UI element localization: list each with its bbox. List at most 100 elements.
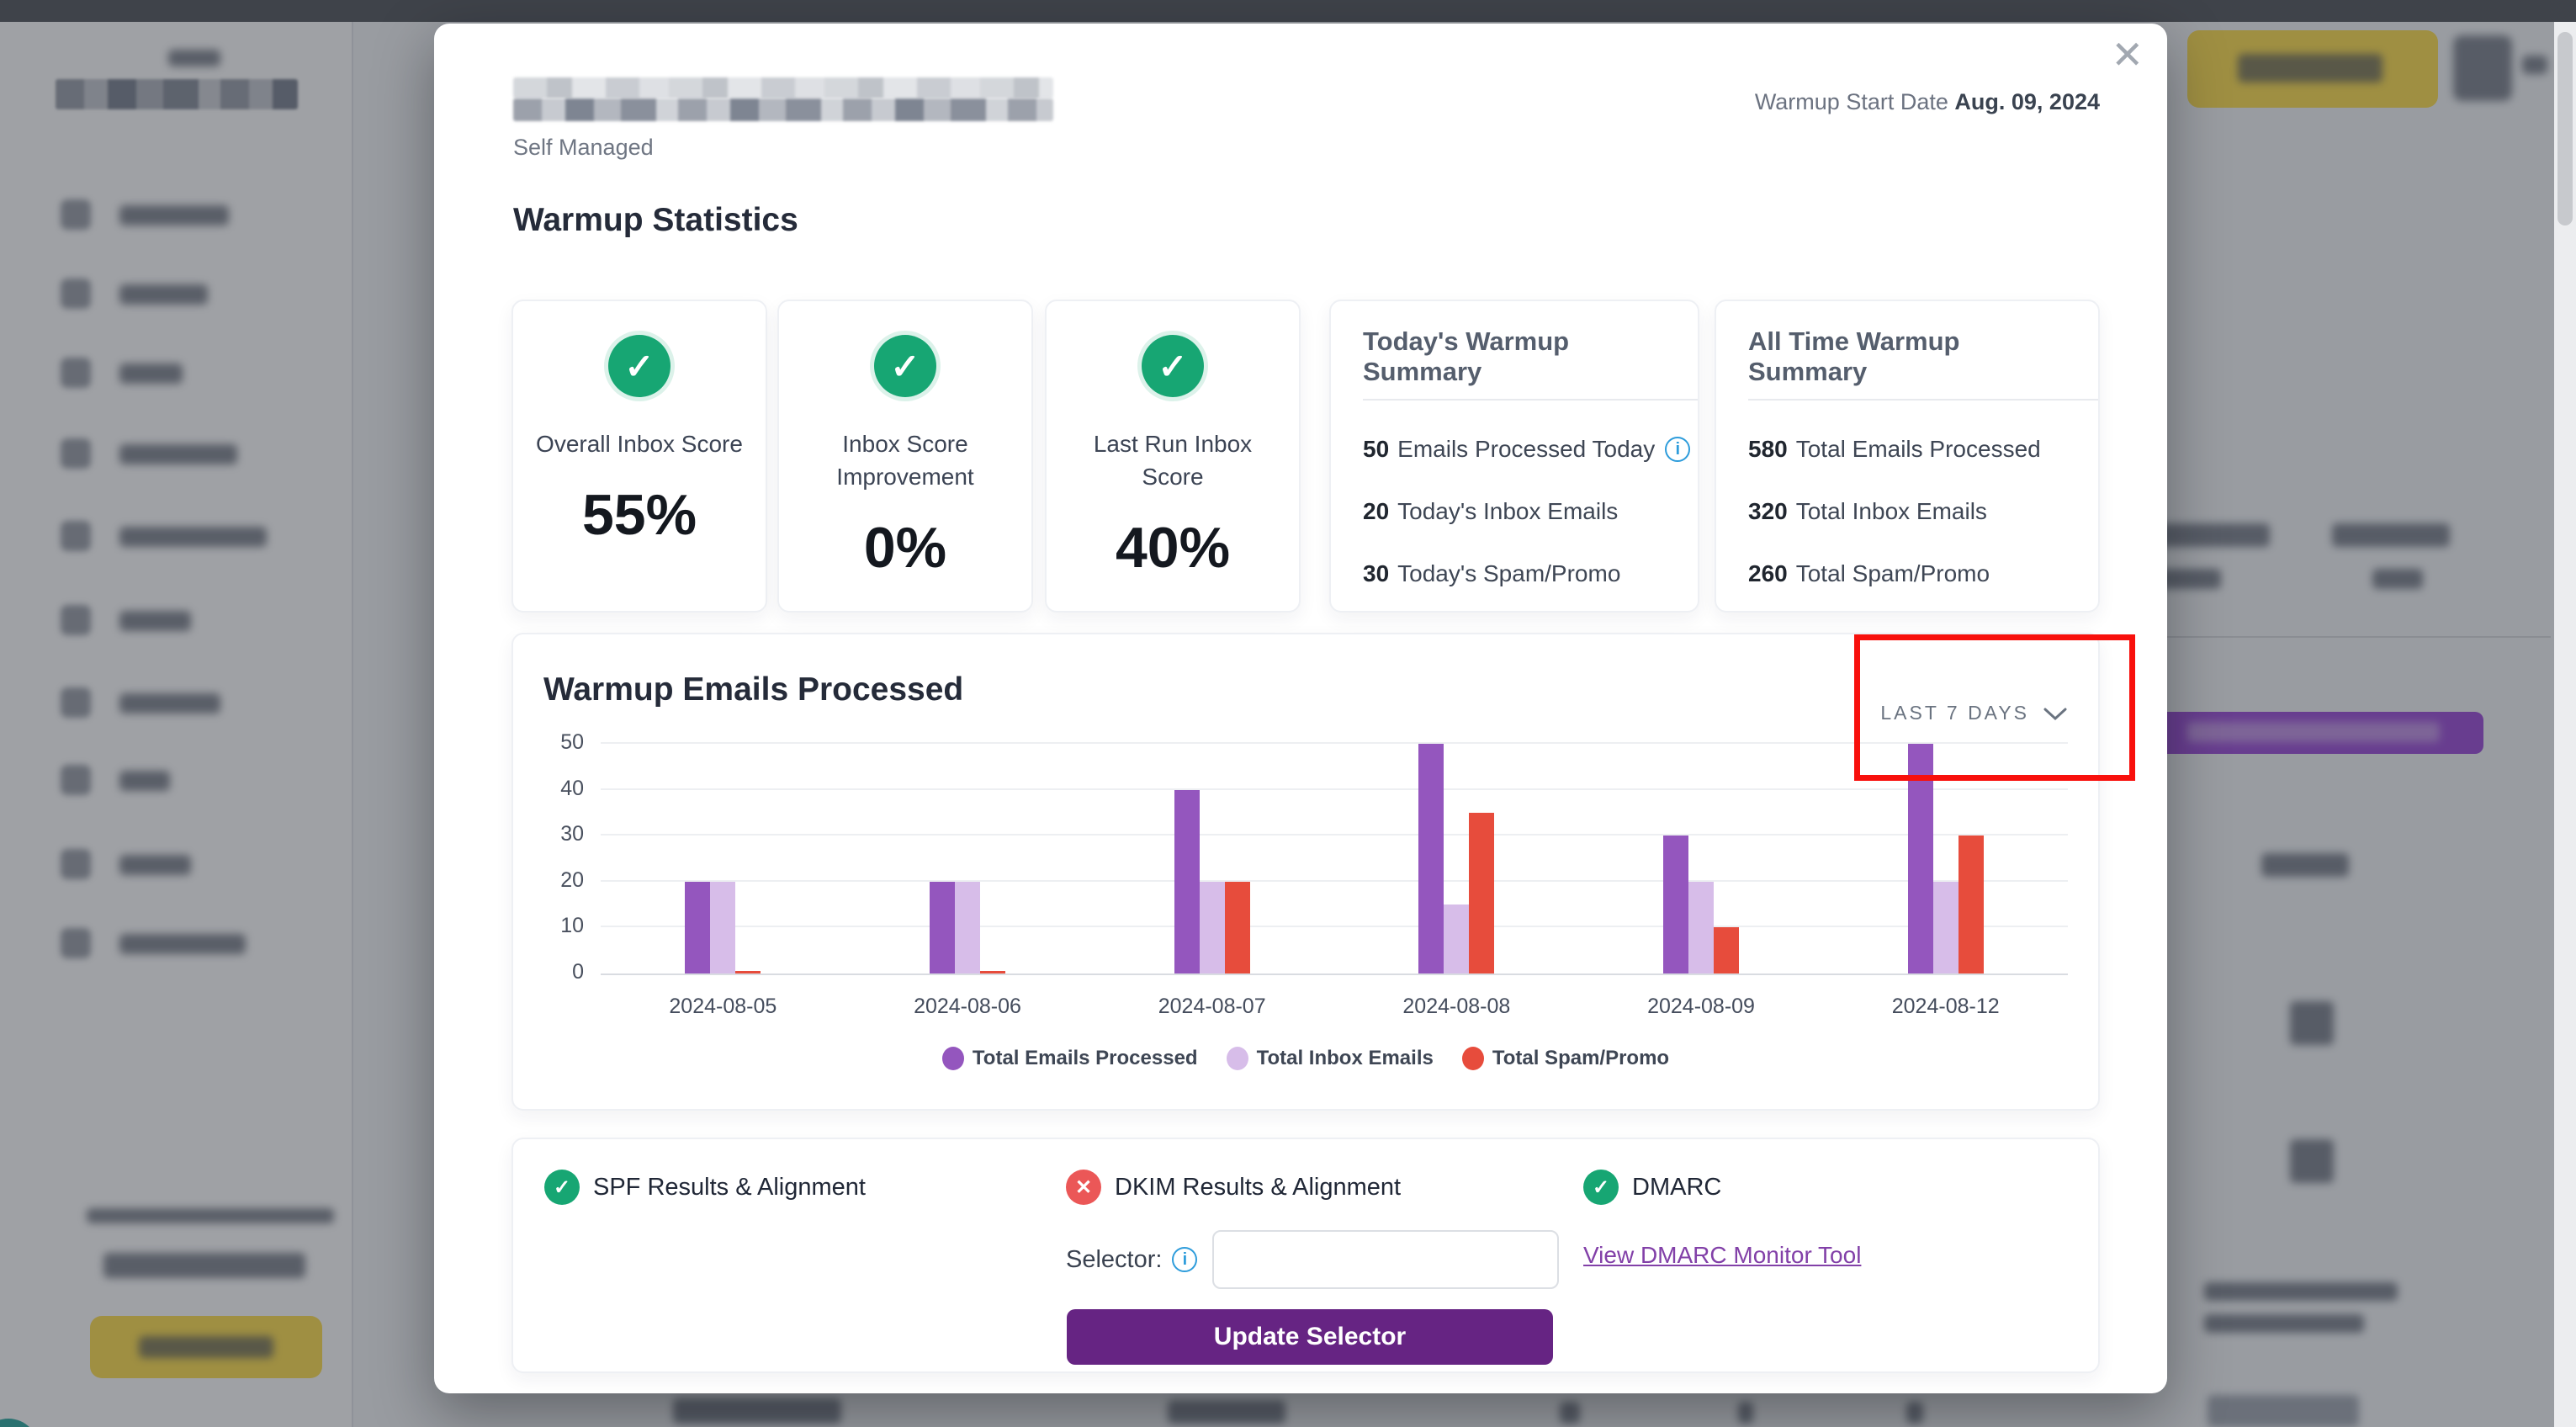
summary-title: All Time Warmup Summary — [1748, 326, 2098, 401]
info-icon[interactable]: i — [1172, 1247, 1198, 1272]
bar[interactable] — [980, 971, 1005, 973]
bar[interactable] — [1958, 836, 1984, 973]
chart-bars — [601, 744, 2068, 973]
chart-y-tick-label: 10 — [560, 914, 584, 938]
brand-logo-redacted — [56, 79, 298, 109]
check-circle-icon: ✓ — [544, 1170, 580, 1205]
selector-row: Selector: i — [1066, 1230, 1560, 1289]
bg-table-row-redacted — [1738, 1402, 1753, 1424]
sidebar-nav-item-redacted[interactable] — [0, 279, 353, 329]
sidebar-nav-item-redacted[interactable] — [0, 928, 353, 979]
bar-group-2024-08-09 — [1579, 744, 1824, 973]
warmup-statistics-modal: ✕ Self Managed Warmup Start Date Aug. 09… — [434, 24, 2167, 1393]
legend-item: Total Spam/Promo — [1461, 1047, 1669, 1070]
sidebar-promo-text-redacted — [87, 1208, 334, 1223]
bar-group-2024-08-12 — [1823, 744, 2068, 973]
sidebar-corner-graphic — [0, 1419, 39, 1427]
bar[interactable] — [1663, 836, 1689, 973]
page-scrollbar[interactable] — [2554, 22, 2576, 1427]
bg-table-row-redacted — [673, 1398, 841, 1424]
annotation-highlight-rect — [1854, 634, 2135, 781]
bar[interactable] — [1714, 927, 1740, 973]
account-subtitle: Self Managed — [513, 135, 654, 160]
bar[interactable] — [1199, 881, 1225, 973]
bar[interactable] — [1688, 881, 1715, 973]
sidebar-nav-item-redacted[interactable] — [0, 438, 353, 489]
chart-x-tick-label: 2024-08-05 — [669, 995, 777, 1018]
dkim-status: ✕ DKIM Results & Alignment — [1066, 1170, 1401, 1205]
bar[interactable] — [1932, 881, 1959, 973]
scrollbar-thumb[interactable] — [2557, 32, 2573, 225]
date-range-label: LAST 7 DAYS — [1880, 702, 2029, 724]
chart-x-labels: 2024-08-05 2024-08-06 2024-08-07 2024-08-08… — [601, 995, 2068, 1019]
sidebar-nav-item-redacted[interactable] — [0, 199, 353, 250]
user-avatar-redacted[interactable] — [2453, 35, 2512, 101]
selector-label: Selector: — [1066, 1245, 1163, 1273]
legend-marker-icon — [1226, 1047, 1248, 1070]
sidebar-nav-item-redacted[interactable] — [0, 358, 353, 408]
bg-row-button-redacted — [2208, 1395, 2359, 1427]
dmarc-monitor-link[interactable]: View DMARC Monitor Tool — [1583, 1242, 1862, 1268]
bar[interactable] — [930, 881, 955, 973]
nav-icon — [61, 199, 91, 230]
bar[interactable] — [1224, 881, 1250, 973]
alltime-warmup-summary-card: All Time Warmup Summary 580 Total Emails… — [1715, 300, 2100, 613]
nav-icon — [61, 928, 91, 958]
sidebar-nav-item-redacted[interactable] — [0, 605, 353, 655]
bg-status-header-redacted — [2261, 853, 2349, 877]
brand-logo-mark — [168, 50, 220, 66]
summary-title: Today's Warmup Summary — [1363, 326, 1698, 401]
chart-legend: Total Emails Processed Total Inbox Emails… — [513, 1047, 2098, 1070]
bar[interactable] — [685, 881, 711, 973]
sidebar-nav-item-redacted[interactable] — [0, 521, 353, 571]
bar[interactable] — [955, 881, 980, 973]
selector-input[interactable] — [1212, 1230, 1560, 1289]
info-icon[interactable]: i — [1665, 437, 1691, 462]
bg-table-row-redacted — [1168, 1400, 1285, 1424]
chart-gridline — [601, 788, 2068, 790]
bar[interactable] — [1174, 789, 1200, 973]
score-label: Last Run Inbox Score — [1093, 431, 1253, 491]
bg-row-icon-redacted — [2290, 1001, 2334, 1045]
chart-y-tick-label: 40 — [560, 776, 584, 800]
bar[interactable] — [735, 971, 761, 973]
verified-badge-icon: ✓ — [874, 335, 936, 397]
bar-group-2024-08-06 — [845, 744, 1090, 973]
chart-gridline — [601, 926, 2068, 928]
chart-y-tick-label: 0 — [572, 960, 584, 984]
nav-icon — [61, 605, 91, 635]
summary-row: 50 Emails Processed Today i — [1363, 436, 1698, 463]
bar[interactable] — [1418, 744, 1444, 973]
bar[interactable] — [1444, 904, 1470, 973]
verified-badge-icon: ✓ — [608, 335, 671, 397]
sidebar-nav-item-redacted[interactable] — [0, 849, 353, 899]
nav-icon — [61, 521, 91, 551]
bg-table-row-redacted — [1560, 1402, 1580, 1424]
score-label: Inbox Score Improvement — [836, 431, 974, 491]
bar[interactable] — [1469, 812, 1495, 973]
bg-row-icon-redacted — [2290, 1139, 2334, 1183]
bar[interactable] — [1907, 744, 1933, 973]
check-circle-icon: ✓ — [1583, 1170, 1619, 1205]
score-value: 0% — [863, 516, 947, 581]
update-selector-button[interactable]: Update Selector — [1067, 1309, 1553, 1365]
bar[interactable] — [710, 881, 736, 973]
close-icon[interactable]: ✕ — [2111, 33, 2144, 77]
sidebar-nav-item-redacted[interactable] — [0, 765, 353, 815]
bg-column-value-redacted — [2372, 569, 2423, 589]
chart-gridline — [601, 742, 2068, 744]
request-call-button-redacted[interactable] — [90, 1316, 322, 1378]
stats-section-title: Warmup Statistics — [513, 202, 798, 238]
date-range-dropdown[interactable]: LAST 7 DAYS — [1880, 702, 2068, 724]
bg-warmup-account-button-redacted[interactable] — [2154, 712, 2483, 754]
buy-credits-button-redacted[interactable] — [2187, 30, 2438, 108]
nav-icon — [61, 358, 91, 388]
overall-inbox-score-card: ✓ Overall Inbox Score 55% — [511, 300, 767, 613]
account-email-redacted — [513, 77, 1053, 121]
nav-icon — [61, 687, 91, 718]
sidebar-nav-item-redacted[interactable] — [0, 687, 353, 738]
summary-row: 320 Total Inbox Emails — [1748, 498, 1987, 524]
account-chevron-icon[interactable] — [2522, 56, 2547, 74]
bar-group-2024-08-07 — [1089, 744, 1334, 973]
summary-row: 20 Today's Inbox Emails — [1363, 498, 1619, 524]
